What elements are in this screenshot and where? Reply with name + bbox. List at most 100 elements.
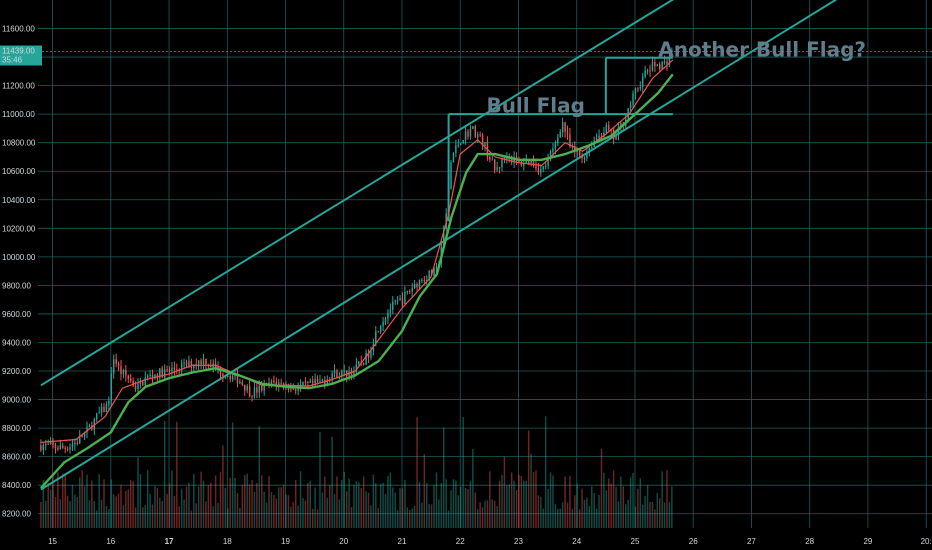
candle	[472, 126, 474, 129]
volume-bar	[115, 496, 117, 528]
candle	[574, 145, 576, 153]
volume-bar	[379, 483, 382, 528]
candle	[467, 131, 469, 137]
y-tick-label: 8400.00	[2, 481, 31, 490]
volume-bar	[202, 480, 205, 528]
volume-bar	[464, 488, 467, 528]
volume-bar	[469, 481, 472, 528]
volume-bar	[634, 506, 637, 528]
y-tick-label: 8200.00	[2, 510, 31, 519]
volume-bar	[411, 508, 413, 528]
volume-bar	[40, 502, 42, 528]
candle	[416, 283, 418, 288]
volume-bar	[399, 488, 401, 528]
candle	[45, 443, 47, 446]
volume-bar	[586, 497, 588, 528]
volume-bar	[326, 497, 328, 528]
volume-bar	[389, 472, 392, 528]
candle	[273, 380, 275, 383]
x-axis[interactable]: 15 16 17 18 19 20 21 22 23 24 25 26 27 28 29 20:	[0, 528, 932, 550]
candle	[326, 379, 328, 384]
y-tick-label: 9200.00	[2, 367, 31, 376]
volume-bar	[574, 495, 576, 528]
candle	[241, 381, 244, 385]
y-axis[interactable]: 11600.0011400.0011200.0011000.0010800.00…	[0, 0, 38, 550]
candle	[479, 134, 481, 136]
candle	[142, 381, 144, 386]
channel-layer[interactable]	[40, 0, 856, 491]
volume-bar	[540, 496, 542, 528]
y-tick-label: 10000.00	[2, 253, 36, 262]
volume-bar	[229, 477, 231, 528]
candle	[355, 364, 358, 372]
volume-bar	[273, 494, 275, 528]
candle	[239, 381, 241, 384]
volume-bar	[569, 475, 571, 528]
candle	[336, 370, 338, 379]
candle	[387, 312, 389, 319]
volume-bar	[270, 491, 273, 528]
volume-bar	[154, 486, 156, 528]
volume-bar	[610, 483, 612, 528]
volume-bar	[62, 473, 64, 528]
candle	[52, 442, 54, 445]
candle	[409, 291, 411, 293]
candle	[331, 373, 333, 380]
volume-bar	[64, 472, 66, 528]
volume-bar	[193, 474, 195, 528]
candle	[304, 381, 307, 383]
grid-layer	[38, 0, 932, 528]
volume-bar	[144, 505, 146, 528]
volume-bar	[612, 470, 615, 528]
candle	[501, 157, 503, 168]
annotation-label[interactable]: Bull Flag	[486, 94, 585, 118]
volume-bar	[178, 506, 180, 528]
volume-bar	[428, 503, 430, 528]
volume-bar	[149, 493, 151, 528]
volume-bar	[95, 510, 98, 528]
volume-bar	[129, 480, 132, 528]
candle	[168, 369, 171, 371]
volume-bar	[467, 489, 469, 528]
candle	[275, 382, 278, 386]
candle	[525, 159, 527, 164]
volume-bar	[600, 448, 603, 528]
channel-line[interactable]	[40, 0, 856, 491]
candle	[314, 378, 316, 384]
volume-bar	[501, 475, 503, 528]
volume-bar	[486, 500, 489, 528]
volume-bar	[491, 499, 494, 528]
candle	[253, 387, 256, 397]
volume-bar	[98, 473, 100, 528]
candle	[591, 146, 593, 148]
volume-bar	[367, 492, 370, 528]
volume-bar	[360, 488, 362, 528]
candle	[57, 448, 59, 450]
volume-bar	[658, 498, 661, 528]
candle	[384, 318, 387, 322]
candle	[537, 168, 540, 173]
volume-bar	[476, 509, 479, 528]
volume-bar	[280, 487, 282, 528]
volume-bar	[127, 489, 130, 528]
volume-bar	[542, 508, 544, 528]
y-tick-label: 8600.00	[2, 453, 31, 462]
volume-bar	[642, 504, 644, 528]
volume-bar	[307, 482, 309, 528]
volume-bar	[328, 484, 331, 528]
candle	[554, 143, 557, 149]
candle	[278, 382, 280, 386]
candle	[54, 444, 57, 449]
volume-layer	[40, 416, 673, 528]
x-tick-label: 20:	[921, 537, 932, 546]
candle	[93, 419, 96, 430]
channel-line[interactable]	[40, 0, 693, 387]
annotation-layer[interactable]: Bull Flag Another Bull Flag?	[486, 37, 866, 117]
volume-bar	[222, 445, 224, 528]
candle	[302, 381, 304, 385]
y-tick-label: 10200.00	[2, 224, 36, 233]
annotation-label[interactable]: Another Bull Flag?	[658, 37, 866, 61]
candle	[600, 135, 603, 137]
candle	[629, 104, 632, 109]
